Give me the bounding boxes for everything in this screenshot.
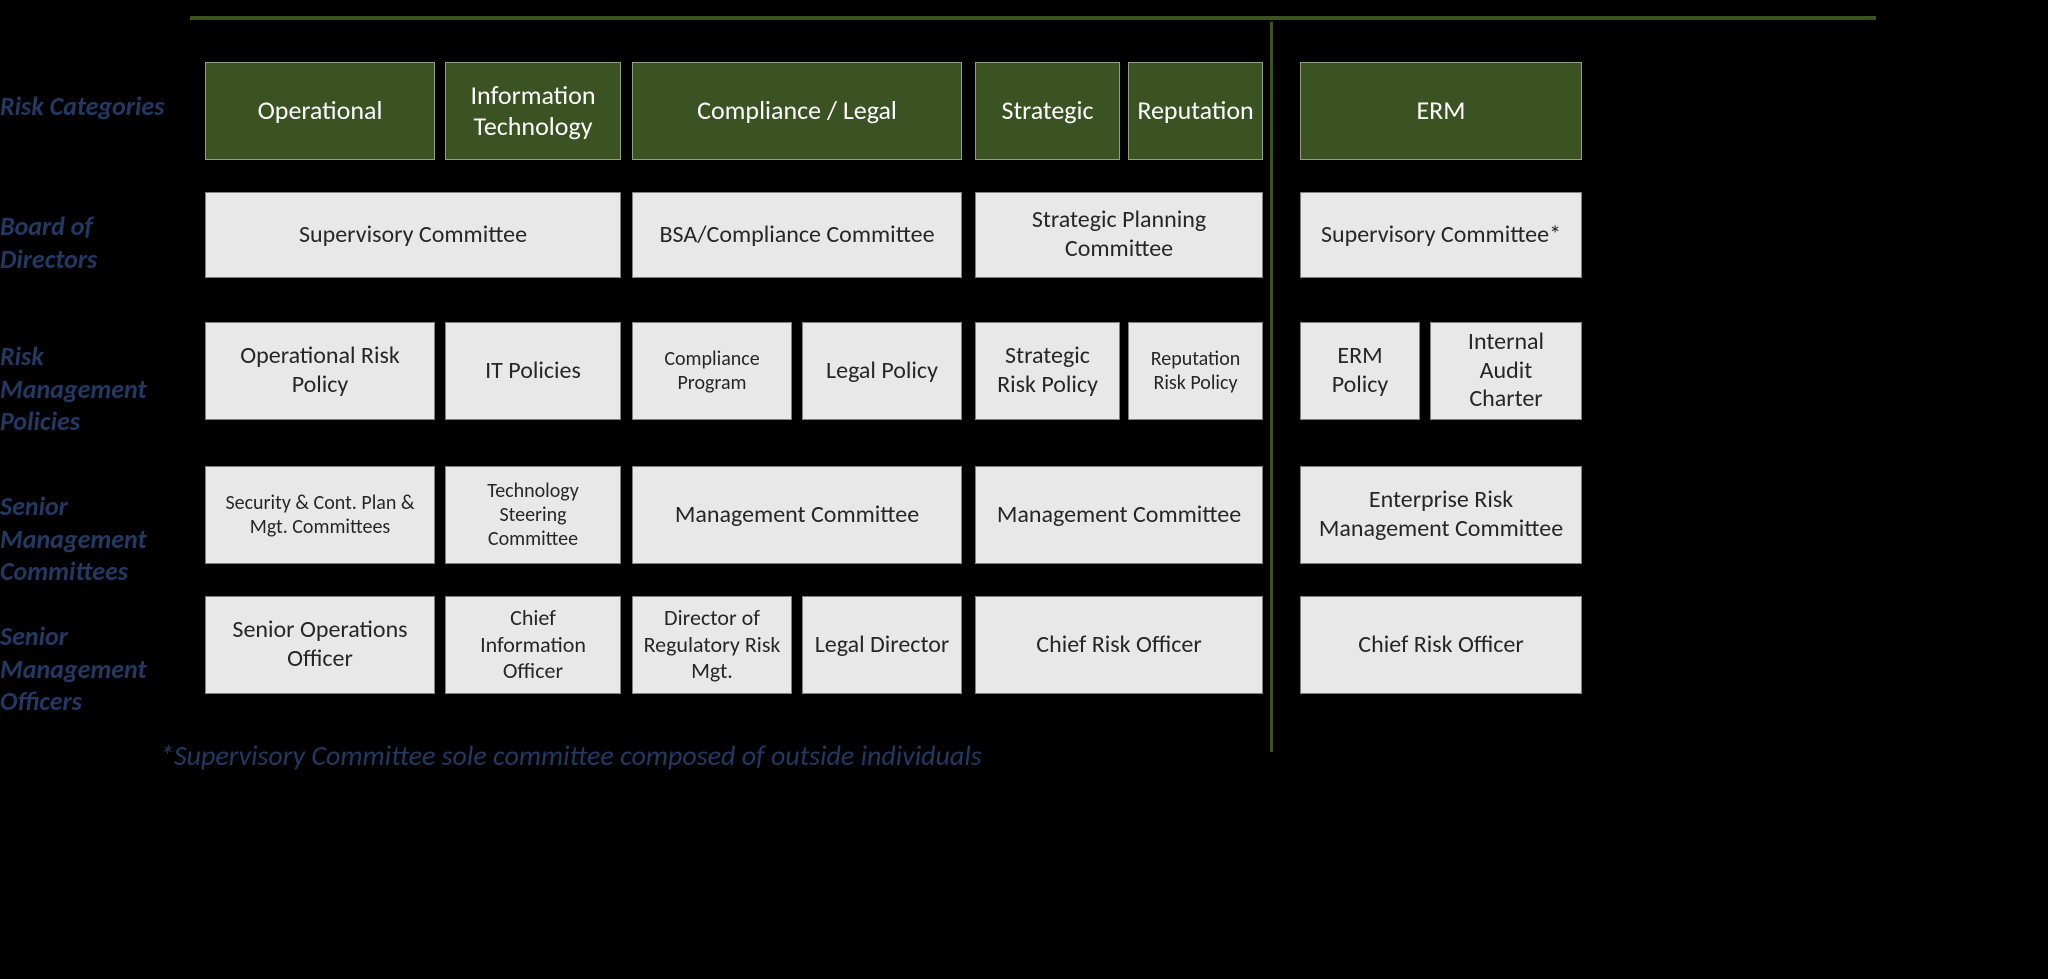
category-operational: Operational bbox=[205, 62, 435, 160]
category-reputation: Reputation bbox=[1128, 62, 1263, 160]
category-erm: ERM bbox=[1300, 62, 1582, 160]
policy-legal: Legal Policy bbox=[802, 322, 962, 420]
smo-cio: Chief Information Officer bbox=[445, 596, 621, 694]
top-rule bbox=[190, 16, 1876, 20]
row-label-board: Board of Directors bbox=[0, 210, 180, 275]
board-strategic-planning: Strategic Planning Committee bbox=[975, 192, 1263, 278]
smc-security: Security & Cont. Plan & Mgt. Committees bbox=[205, 466, 435, 564]
board-supervisory: Supervisory Committee bbox=[205, 192, 621, 278]
erm-divider bbox=[1270, 22, 1273, 752]
smc-erm: Enterprise Risk Management Committee bbox=[1300, 466, 1582, 564]
row-label-categories: Risk Categories bbox=[0, 90, 180, 123]
board-supervisory-erm: Supervisory Committee* bbox=[1300, 192, 1582, 278]
row-label-sm-comm: Senior Management Committees bbox=[0, 490, 180, 588]
policy-operational-risk: Operational Risk Policy bbox=[205, 322, 435, 420]
footnote: *Supervisory Committee sole committee co… bbox=[160, 738, 982, 773]
smo-sr-operations: Senior Operations Officer bbox=[205, 596, 435, 694]
smo-cro-b: Chief Risk Officer bbox=[1300, 596, 1582, 694]
row-label-policies: Risk Management Policies bbox=[0, 340, 180, 438]
category-it: Information Technology bbox=[445, 62, 621, 160]
row-label-sm-off: Senior Management Officers bbox=[0, 620, 180, 718]
smo-legal-director: Legal Director bbox=[802, 596, 962, 694]
category-compliance: Compliance / Legal bbox=[632, 62, 962, 160]
policy-it: IT Policies bbox=[445, 322, 621, 420]
smc-management-a: Management Committee bbox=[632, 466, 962, 564]
policy-strategic-risk: Strategic Risk Policy bbox=[975, 322, 1120, 420]
category-strategic: Strategic bbox=[975, 62, 1120, 160]
smc-tech-steering: Technology Steering Committee bbox=[445, 466, 621, 564]
smo-cro-a: Chief Risk Officer bbox=[975, 596, 1263, 694]
board-bsa: BSA/Compliance Committee bbox=[632, 192, 962, 278]
policy-internal-audit: Internal Audit Charter bbox=[1430, 322, 1582, 420]
smc-management-b: Management Committee bbox=[975, 466, 1263, 564]
policy-erm: ERM Policy bbox=[1300, 322, 1420, 420]
policy-reputation-risk: Reputation Risk Policy bbox=[1128, 322, 1263, 420]
policy-compliance-program: Compliance Program bbox=[632, 322, 792, 420]
smo-dir-reg-risk: Director of Regulatory Risk Mgt. bbox=[632, 596, 792, 694]
